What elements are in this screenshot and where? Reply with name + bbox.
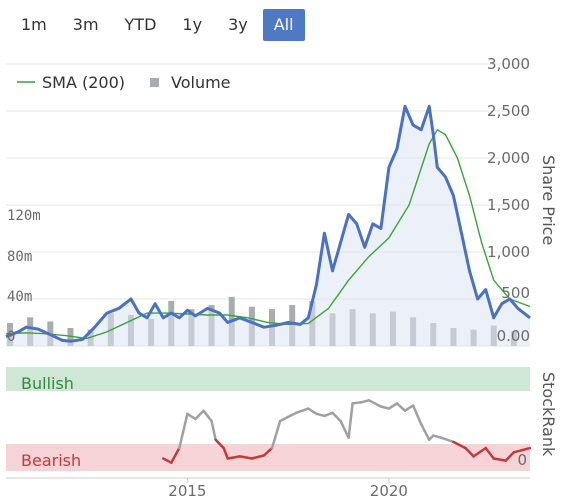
legend-volume-swatch [150, 78, 159, 87]
stockrank-segment [339, 419, 350, 439]
price-area [6, 106, 530, 346]
volume-bar [67, 327, 74, 346]
price-tick-0: 0.00 [497, 327, 530, 345]
price-tick-1500: 1,500 [487, 196, 530, 214]
bullish-band [6, 367, 530, 391]
stockrank-segment [331, 411, 342, 423]
share-price-axis-title: Share Price [539, 155, 558, 245]
stockrank-segment [222, 446, 229, 460]
stockrank-segment [315, 412, 326, 418]
stockrank-segment [226, 455, 242, 460]
stockrank-segment [210, 419, 217, 442]
stockrank-segment [504, 451, 516, 462]
stockrank-segment [520, 446, 532, 452]
stockrank-segment [161, 457, 173, 464]
stockrank-segment [178, 412, 189, 450]
x-tick-2020: 2020 [370, 482, 408, 497]
price-tick-2000: 2,000 [487, 149, 530, 167]
legend-volume-label[interactable]: Volume [171, 73, 231, 92]
volume-tick-40m: 40m [7, 289, 32, 305]
stockrank-segment [411, 404, 423, 426]
stockrank-segment [214, 438, 225, 450]
stockrank-segment [186, 412, 197, 421]
stockrank-segment [472, 446, 487, 458]
stockrank-segment [512, 448, 524, 454]
volume-tick-0: 0 [7, 329, 15, 345]
stockrank-segment [464, 446, 475, 458]
price-tick-3000: 3,000 [487, 55, 530, 73]
stockrank-segment [174, 446, 181, 457]
bullish-label: Bullish [21, 374, 74, 393]
stockrank-segment [202, 409, 213, 423]
range-selector: 1m 3m YTD 1y 3y All [10, 8, 309, 42]
stockrank-segment [379, 405, 391, 410]
range-button-1y[interactable]: 1y [182, 15, 203, 34]
stockrank-segment [440, 436, 455, 444]
stockrank-segment [484, 446, 495, 460]
stockrank-segment [387, 402, 399, 410]
stockrank-line [161, 399, 532, 464]
legend-sma-label[interactable]: SMA (200) [42, 73, 125, 92]
range-button-3y[interactable]: 3y [228, 15, 248, 34]
volume-tick-120m: 120m [7, 208, 41, 224]
volume-axis: 120m 80m 40m 0 [7, 208, 41, 345]
stockrank-segment [307, 407, 318, 416]
stockrank-segment [492, 457, 508, 462]
legend: SMA (200) Volume [17, 73, 231, 92]
stockrank-segment [419, 422, 431, 442]
stockrank-segment [403, 404, 415, 412]
stockrank-segment [347, 402, 354, 439]
stockrank-segment [323, 411, 334, 418]
stockrank-segment [170, 454, 177, 464]
stockrank-segment [286, 411, 298, 419]
stockrank-segment [395, 402, 407, 412]
stockrank-segment [250, 454, 266, 460]
volume-tick-80m: 80m [7, 249, 32, 265]
price-gridlines [6, 63, 530, 347]
stockrank-segment [452, 440, 467, 450]
stockrank-segment [262, 446, 274, 457]
stockrank-segment [278, 415, 290, 423]
price-tick-500: 500 [501, 284, 530, 302]
range-button-all[interactable]: All [262, 9, 305, 41]
stockrank-segment [270, 419, 282, 450]
price-tick-2500: 2,500 [487, 102, 530, 120]
stockrank-segment [367, 399, 383, 408]
range-button-1m[interactable]: 1m [21, 15, 47, 34]
price-tick-1000: 1,000 [487, 243, 530, 261]
stockrank-tick-0: 0 [517, 451, 527, 469]
price-axis: 3,000 2,500 2,000 1,500 1,000 500 0.00 [487, 55, 530, 345]
x-tick-2015: 2015 [168, 482, 206, 497]
stockrank-segment [351, 401, 362, 405]
bearish-band [6, 444, 530, 471]
stockrank-axis-title: StockRank [539, 372, 558, 457]
stockrank-segment [432, 434, 443, 439]
bearish-label: Bearish [21, 451, 81, 470]
range-button-ytd[interactable]: YTD [124, 15, 157, 34]
share-price-line [5, 104, 531, 343]
range-button-3m[interactable]: 3m [72, 15, 99, 34]
stockrank-segment [194, 409, 205, 421]
stockrank-segment [359, 399, 371, 404]
stockrank-segment [238, 455, 254, 460]
stockrank-segment [294, 407, 310, 415]
